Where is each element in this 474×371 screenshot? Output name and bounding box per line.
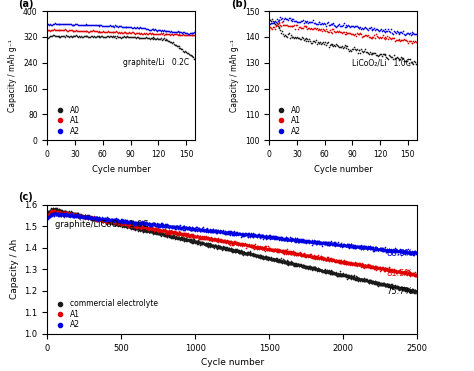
Y-axis label: Capacity / mAh g⁻¹: Capacity / mAh g⁻¹ <box>230 39 239 112</box>
Text: (a): (a) <box>18 0 33 9</box>
X-axis label: Cycle number: Cycle number <box>92 164 151 174</box>
X-axis label: Cycle number: Cycle number <box>314 164 373 174</box>
Legend: commercial electrolyte, A1, A2: commercial electrolyte, A1, A2 <box>51 299 158 330</box>
Y-axis label: Capacity / mAh g⁻¹: Capacity / mAh g⁻¹ <box>9 39 18 112</box>
Legend: A0, A1, A2: A0, A1, A2 <box>273 105 302 137</box>
Text: (b): (b) <box>231 0 247 9</box>
Text: graphite/LiCoO₂   1.0C: graphite/LiCoO₂ 1.0C <box>55 220 148 229</box>
X-axis label: Cycle number: Cycle number <box>201 358 264 367</box>
Text: graphite/Li   0.2C: graphite/Li 0.2C <box>123 58 190 67</box>
Y-axis label: Capacity / Ah: Capacity / Ah <box>10 239 19 299</box>
Text: (c): (c) <box>18 192 33 202</box>
Text: LiCoO₂/Li   1.0C: LiCoO₂/Li 1.0C <box>352 58 411 67</box>
Legend: A0, A1, A2: A0, A1, A2 <box>51 105 81 137</box>
Text: 88.6%: 88.6% <box>386 249 413 258</box>
Text: 81.5%: 81.5% <box>386 269 413 278</box>
Text: 75.7%: 75.7% <box>386 288 413 296</box>
